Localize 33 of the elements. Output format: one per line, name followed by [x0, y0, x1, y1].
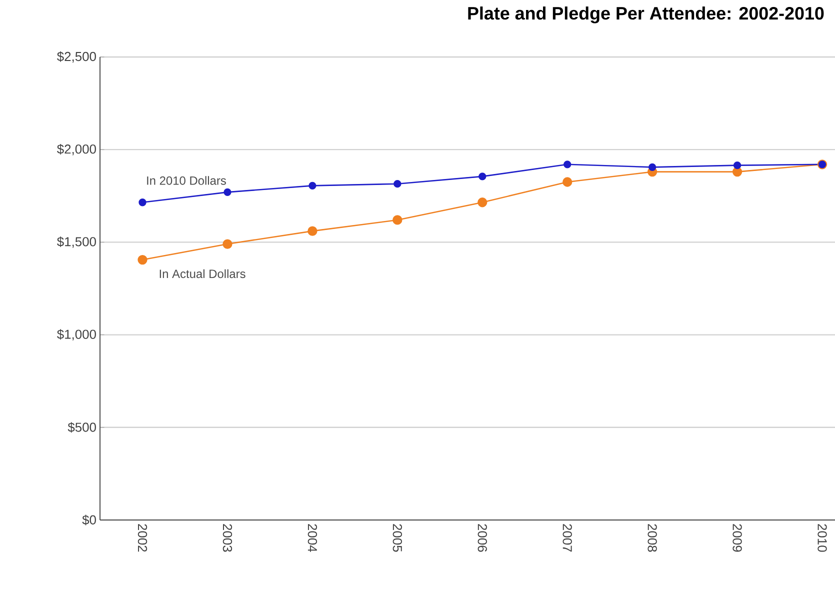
y-tick-label: $0 [82, 514, 96, 526]
point [564, 160, 572, 168]
point [733, 161, 742, 170]
x-tick-label: 2007 [562, 524, 572, 552]
point [138, 198, 146, 206]
point [224, 188, 232, 196]
y-tick-label: $1,500 [57, 236, 96, 248]
point [478, 172, 486, 180]
y-tick-label: $1,000 [57, 329, 96, 340]
x-tick-label: 2008 [648, 524, 657, 552]
x-tick-label: 2004 [308, 524, 318, 552]
y-tick-label: $2,000 [57, 144, 96, 156]
point [732, 166, 742, 177]
x-tick-label: 2010 [818, 524, 827, 552]
x-tick-label: 2006 [478, 524, 487, 552]
point [648, 163, 656, 172]
point [222, 239, 232, 249]
point [392, 215, 402, 225]
point [308, 226, 318, 236]
y-tick-label: $2,500 [57, 51, 96, 63]
series-label: In Actual Dollars [160, 269, 246, 278]
x-tick-label: 2003 [222, 524, 232, 552]
chart-title: Plate and Pledge Per Attendee: 2002-2010 [468, 6, 824, 24]
point [478, 198, 488, 208]
point [394, 180, 402, 188]
x-tick-label: 2009 [732, 524, 742, 552]
point [308, 182, 316, 190]
series-label: In 2010 Dollars [147, 176, 226, 185]
y-tick-label: $500 [68, 422, 96, 433]
point [138, 254, 148, 265]
point [562, 177, 572, 187]
x-tick-label: 2005 [392, 524, 402, 552]
x-tick-label: 2002 [138, 524, 148, 552]
